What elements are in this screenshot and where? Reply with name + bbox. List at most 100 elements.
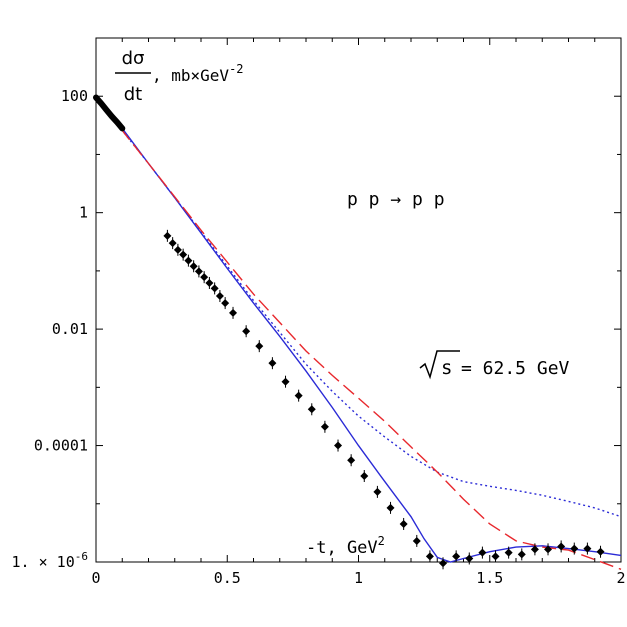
data-point — [491, 550, 500, 563]
data-marker — [229, 308, 238, 317]
data-point — [179, 248, 188, 261]
data-marker — [570, 544, 579, 553]
data-marker — [210, 284, 219, 293]
data-point — [281, 375, 290, 388]
curve-dotted — [95, 97, 622, 518]
data-marker — [179, 250, 188, 259]
axis-ticks: 0 0.5 1 1.5 2 100 1 0.01 0.0001 1. × 10-6 — [12, 38, 626, 587]
data-marker — [163, 231, 172, 240]
data-marker — [189, 262, 198, 271]
data-point — [173, 243, 182, 256]
data-point — [294, 389, 303, 402]
data-marker — [491, 552, 500, 561]
plot-frame — [95, 37, 622, 563]
data-point — [360, 469, 369, 482]
data-point — [334, 439, 343, 452]
data-point — [163, 229, 172, 242]
data-point — [200, 271, 209, 284]
data-marker — [596, 547, 605, 556]
data-marker — [583, 544, 592, 553]
data-point — [386, 501, 395, 514]
curve-layer — [95, 97, 622, 570]
data-marker — [242, 327, 251, 336]
data-marker — [517, 550, 526, 559]
data-marker — [215, 292, 224, 301]
data-marker — [399, 519, 408, 528]
data-point — [255, 340, 264, 353]
reaction-label: p p → p p — [347, 189, 445, 210]
data-marker — [334, 441, 343, 450]
data-marker — [294, 391, 303, 400]
data-point — [465, 552, 474, 565]
data-point — [452, 550, 461, 563]
data-point — [544, 543, 553, 556]
data-point — [307, 403, 316, 416]
x-tick-label: 0 — [91, 569, 100, 587]
data-marker — [268, 359, 277, 368]
data-point — [268, 357, 277, 370]
data-point — [221, 297, 230, 310]
data-marker — [465, 554, 474, 563]
data-marker — [168, 239, 177, 248]
data-marker — [412, 536, 421, 545]
data-marker — [530, 545, 539, 554]
data-point — [210, 282, 219, 295]
y-axis-label: dσ dt , mb×GeV-2 — [115, 48, 244, 105]
data-marker — [194, 267, 203, 276]
y-label-denominator: dt — [124, 84, 142, 105]
forward-data-band — [93, 94, 126, 132]
data-point — [320, 420, 329, 433]
data-marker — [360, 471, 369, 480]
data-point — [194, 265, 203, 278]
data-point — [504, 546, 513, 559]
data-point — [530, 543, 539, 556]
data-marker — [205, 278, 214, 287]
data-point — [557, 540, 566, 553]
data-marker — [347, 456, 356, 465]
y-tick-label: 0.01 — [52, 320, 88, 338]
curve-solid — [95, 97, 622, 563]
x-axis-label: -t, GeV2 — [306, 534, 385, 558]
x-tick-label: 1.5 — [476, 569, 503, 587]
data-marker — [221, 299, 230, 308]
x-tick-label: 0.5 — [214, 569, 241, 587]
data-marker — [478, 548, 487, 557]
data-point — [184, 254, 193, 267]
data-point — [168, 237, 177, 250]
y-tick-label: 1. × 10-6 — [12, 550, 88, 571]
data-marker — [255, 342, 264, 351]
y-tick-label: 100 — [61, 87, 88, 105]
x-tick-label: 2 — [616, 569, 625, 587]
data-point — [439, 557, 448, 570]
data-point — [517, 548, 526, 561]
data-point — [478, 546, 487, 559]
data-marker — [200, 273, 209, 282]
data-marker — [452, 552, 461, 561]
data-point — [215, 290, 224, 303]
y-label-units: , mb×GeV-2 — [152, 62, 244, 85]
data-point — [347, 454, 356, 467]
data-point — [373, 485, 382, 498]
data-marker — [307, 405, 316, 414]
data-point — [570, 542, 579, 555]
data-marker — [373, 487, 382, 496]
data-point — [229, 306, 238, 319]
data-point — [205, 276, 214, 289]
data-marker — [425, 552, 434, 561]
data-point — [412, 534, 421, 547]
data-point — [583, 542, 592, 555]
y-label-numerator: dσ — [122, 48, 145, 69]
data-point — [242, 325, 251, 338]
y-tick-label: 1 — [79, 204, 88, 222]
data-marker — [504, 548, 513, 557]
data-marker — [173, 245, 182, 254]
data-marker — [557, 542, 566, 551]
energy-value: = 62.5 GeV — [461, 358, 570, 379]
data-marker — [320, 422, 329, 431]
data-marker — [281, 377, 290, 386]
data-marker — [544, 545, 553, 554]
data-point — [189, 260, 198, 273]
data-marker — [386, 503, 395, 512]
data-point — [425, 550, 434, 563]
